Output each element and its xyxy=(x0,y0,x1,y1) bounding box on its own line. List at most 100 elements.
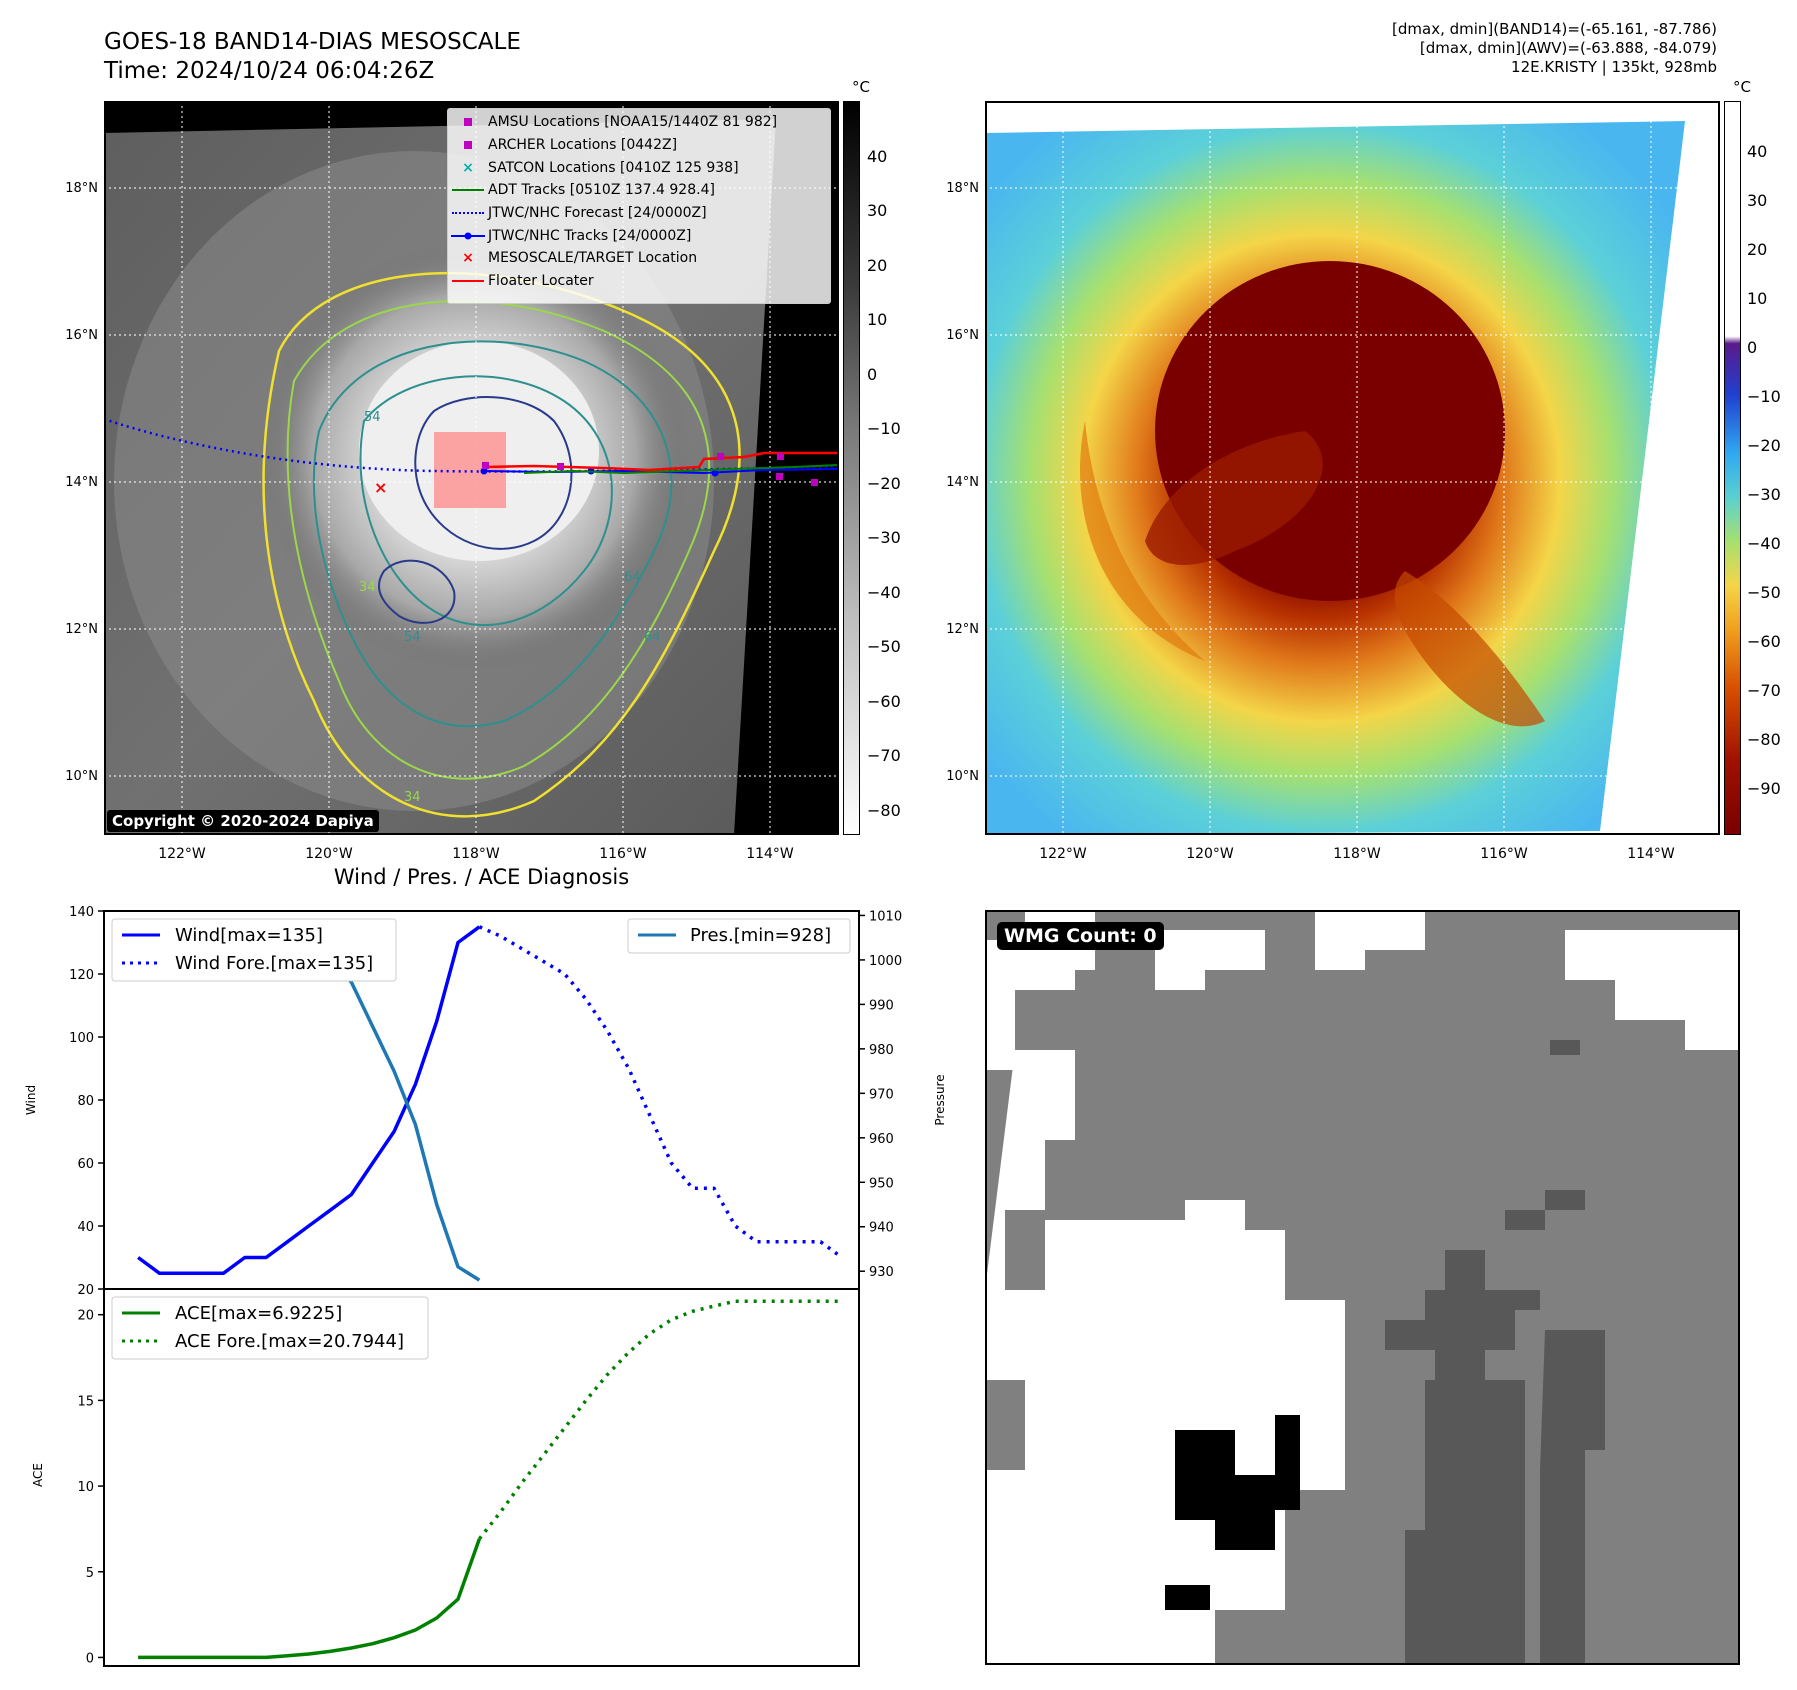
lat-tick-label: 16°N xyxy=(946,328,979,343)
map-grid xyxy=(985,101,1720,835)
cbar-tick-label: 20 xyxy=(867,256,887,275)
axis-tick-label: 20 xyxy=(77,1309,94,1324)
lon-tick-label: 118°W xyxy=(452,846,500,862)
cbar-tick-label: −80 xyxy=(1747,730,1781,749)
cbar-tick-label: 0 xyxy=(1747,338,1757,357)
lon-tick-label: 122°W xyxy=(158,846,206,862)
wind-line-forecast xyxy=(478,925,843,1259)
legend-pres-label: Pres.[min=928] xyxy=(690,925,831,946)
ace-series xyxy=(138,1299,842,1660)
legend-line-icon xyxy=(448,273,488,289)
map-frame xyxy=(985,101,1720,835)
axis-tick-label: 1010 xyxy=(869,909,902,924)
ace-line-observed xyxy=(138,1538,482,1660)
axis-tick-label: 1000 xyxy=(869,954,902,969)
stats-line-2: [dmax, dmin](AWV)=(-63.888, -84.079) xyxy=(1419,39,1717,57)
axis-tick-label: 5 xyxy=(86,1566,94,1581)
lat-tick-label: 12°N xyxy=(946,622,979,637)
contour-label: 64 xyxy=(624,570,641,585)
lon-tick-label: 114°W xyxy=(1627,846,1675,862)
legend-item-target: × MESOSCALE/TARGET Location xyxy=(448,247,830,270)
contour-label: 34 xyxy=(404,790,421,805)
cbar-tick-label: 10 xyxy=(1747,289,1767,308)
cbar-tick-label: −20 xyxy=(867,474,901,493)
contour-label: 64 xyxy=(644,630,661,645)
wmg-count-badge: WMG Count: 0 xyxy=(997,922,1164,950)
pressure-axis-label: Pressure xyxy=(933,1074,947,1125)
cbar-tick-label: −30 xyxy=(1747,485,1781,504)
wmg-frame xyxy=(985,910,1740,1665)
lat-tick-label: 18°N xyxy=(65,181,98,196)
cbar-tick-label: −50 xyxy=(1747,583,1781,602)
lon-tick-label: 120°W xyxy=(1186,846,1234,862)
wind-axis-ticks: 140 120 100 80 60 40 20 xyxy=(69,905,104,1298)
lat-tick-label: 10°N xyxy=(65,769,98,784)
cbar-tick-label: 40 xyxy=(1747,142,1767,161)
lat-tick-label: 12°N xyxy=(65,622,98,637)
map-legend: AMSU Locations [NOAA15/1440Z 81 982] ARC… xyxy=(447,108,831,304)
axis-tick-label: 15 xyxy=(77,1394,94,1409)
figure-title: GOES-18 BAND14-DIAS MESOSCALE Time: 2024… xyxy=(104,28,521,86)
contour-label: 54 xyxy=(364,410,381,425)
legend-line-dot-icon xyxy=(448,228,488,244)
pressure-axis-ticks: 1010 1000 990 980 970 960 950 940 930 xyxy=(859,909,902,1280)
legend-square-icon xyxy=(448,137,488,153)
axis-tick-label: 930 xyxy=(869,1265,894,1280)
legend-item-archer: ARCHER Locations [0442Z] xyxy=(448,134,830,157)
map-axes-labels: 18°N 16°N 14°N 12°N 10°N 122°W 120°W 118… xyxy=(65,181,1675,862)
legend-item-tracks: JTWC/NHC Tracks [24/0000Z] xyxy=(448,224,830,247)
cbar-tick-label: −20 xyxy=(1747,436,1781,455)
axis-tick-label: 980 xyxy=(869,1043,894,1058)
wind-axis-label: Wind xyxy=(24,1085,38,1115)
diag-title: Wind / Pres. / ACE Diagnosis xyxy=(333,865,630,889)
cbar-tick-label: −60 xyxy=(1747,632,1781,651)
cbar-tick-label: −60 xyxy=(867,692,901,711)
title-line-1: GOES-18 BAND14-DIAS MESOSCALE xyxy=(104,29,521,55)
right-lon-labels: 122°W 120°W 118°W 116°W 114°W xyxy=(1039,846,1675,862)
target-marker: × xyxy=(374,478,387,497)
axis-tick-label: 970 xyxy=(869,1087,894,1102)
legend-item-amsu: AMSU Locations [NOAA15/1440Z 81 982] xyxy=(448,111,830,134)
gray-colorbar-ticks: 40 30 20 10 0 −10 −20 −30 −40 −50 −60 −7… xyxy=(867,147,901,820)
contour-label: 34 xyxy=(359,580,376,595)
stats-line-3: 12E.KRISTY | 135kt, 928mb xyxy=(1511,58,1717,76)
ace-line-forecast xyxy=(478,1299,842,1540)
cbar-tick-label: 30 xyxy=(867,201,887,220)
cbar-tick-label: −70 xyxy=(1747,681,1781,700)
adt-track xyxy=(523,464,840,475)
lat-tick-label: 10°N xyxy=(946,769,979,784)
axis-tick-label: 80 xyxy=(77,1094,94,1109)
contour-label: 54 xyxy=(404,630,421,645)
cbar-tick-label: 0 xyxy=(867,365,877,384)
cbar-tick-label: −80 xyxy=(867,801,901,820)
pressure-legend: Pres.[min=928] xyxy=(627,918,851,954)
wind-legend: Wind[max=135] Wind Fore.[max=135] xyxy=(111,918,397,982)
lon-tick-label: 122°W xyxy=(1039,846,1087,862)
legend-wind-label: Wind[max=135] xyxy=(175,925,323,946)
axis-tick-label: 940 xyxy=(869,1221,894,1236)
legend-ace-label: ACE[max=6.9225] xyxy=(175,1303,342,1324)
legend-item-floater: Floater Locater xyxy=(448,270,830,293)
cbar-tick-label: 20 xyxy=(1747,240,1767,259)
axis-tick-label: 10 xyxy=(77,1480,94,1495)
lon-tick-label: 118°W xyxy=(1333,846,1381,862)
legend-wind-fore-label: Wind Fore.[max=135] xyxy=(175,953,373,974)
title-line-2: Time: 2024/10/24 06:04:26Z xyxy=(104,58,435,84)
lon-tick-label: 114°W xyxy=(746,846,794,862)
cbar-tick-label: 30 xyxy=(1747,191,1767,210)
color-colorbar-ticks: 40 30 20 10 0 −10 −20 −30 −40 −50 −60 −7… xyxy=(1747,142,1781,798)
lon-tick-label: 116°W xyxy=(1480,846,1528,862)
ace-legend: ACE[max=6.9225] ACE Fore.[max=20.7944] xyxy=(111,1296,429,1360)
axis-tick-label: 20 xyxy=(77,1283,94,1298)
ir-color-image xyxy=(985,101,1720,835)
color-colorbar xyxy=(1724,101,1741,835)
cbar-tick-label: −30 xyxy=(867,528,901,547)
legend-square-icon xyxy=(448,114,488,130)
cbar-tick-label: −10 xyxy=(867,419,901,438)
cbar-tick-label: −40 xyxy=(1747,534,1781,553)
cbar-tick-label: 40 xyxy=(867,147,887,166)
color-colorbar-unit: °C xyxy=(1733,78,1751,96)
axis-tick-label: 990 xyxy=(869,998,894,1013)
wind-series xyxy=(137,925,843,1276)
floater-box xyxy=(434,432,506,508)
